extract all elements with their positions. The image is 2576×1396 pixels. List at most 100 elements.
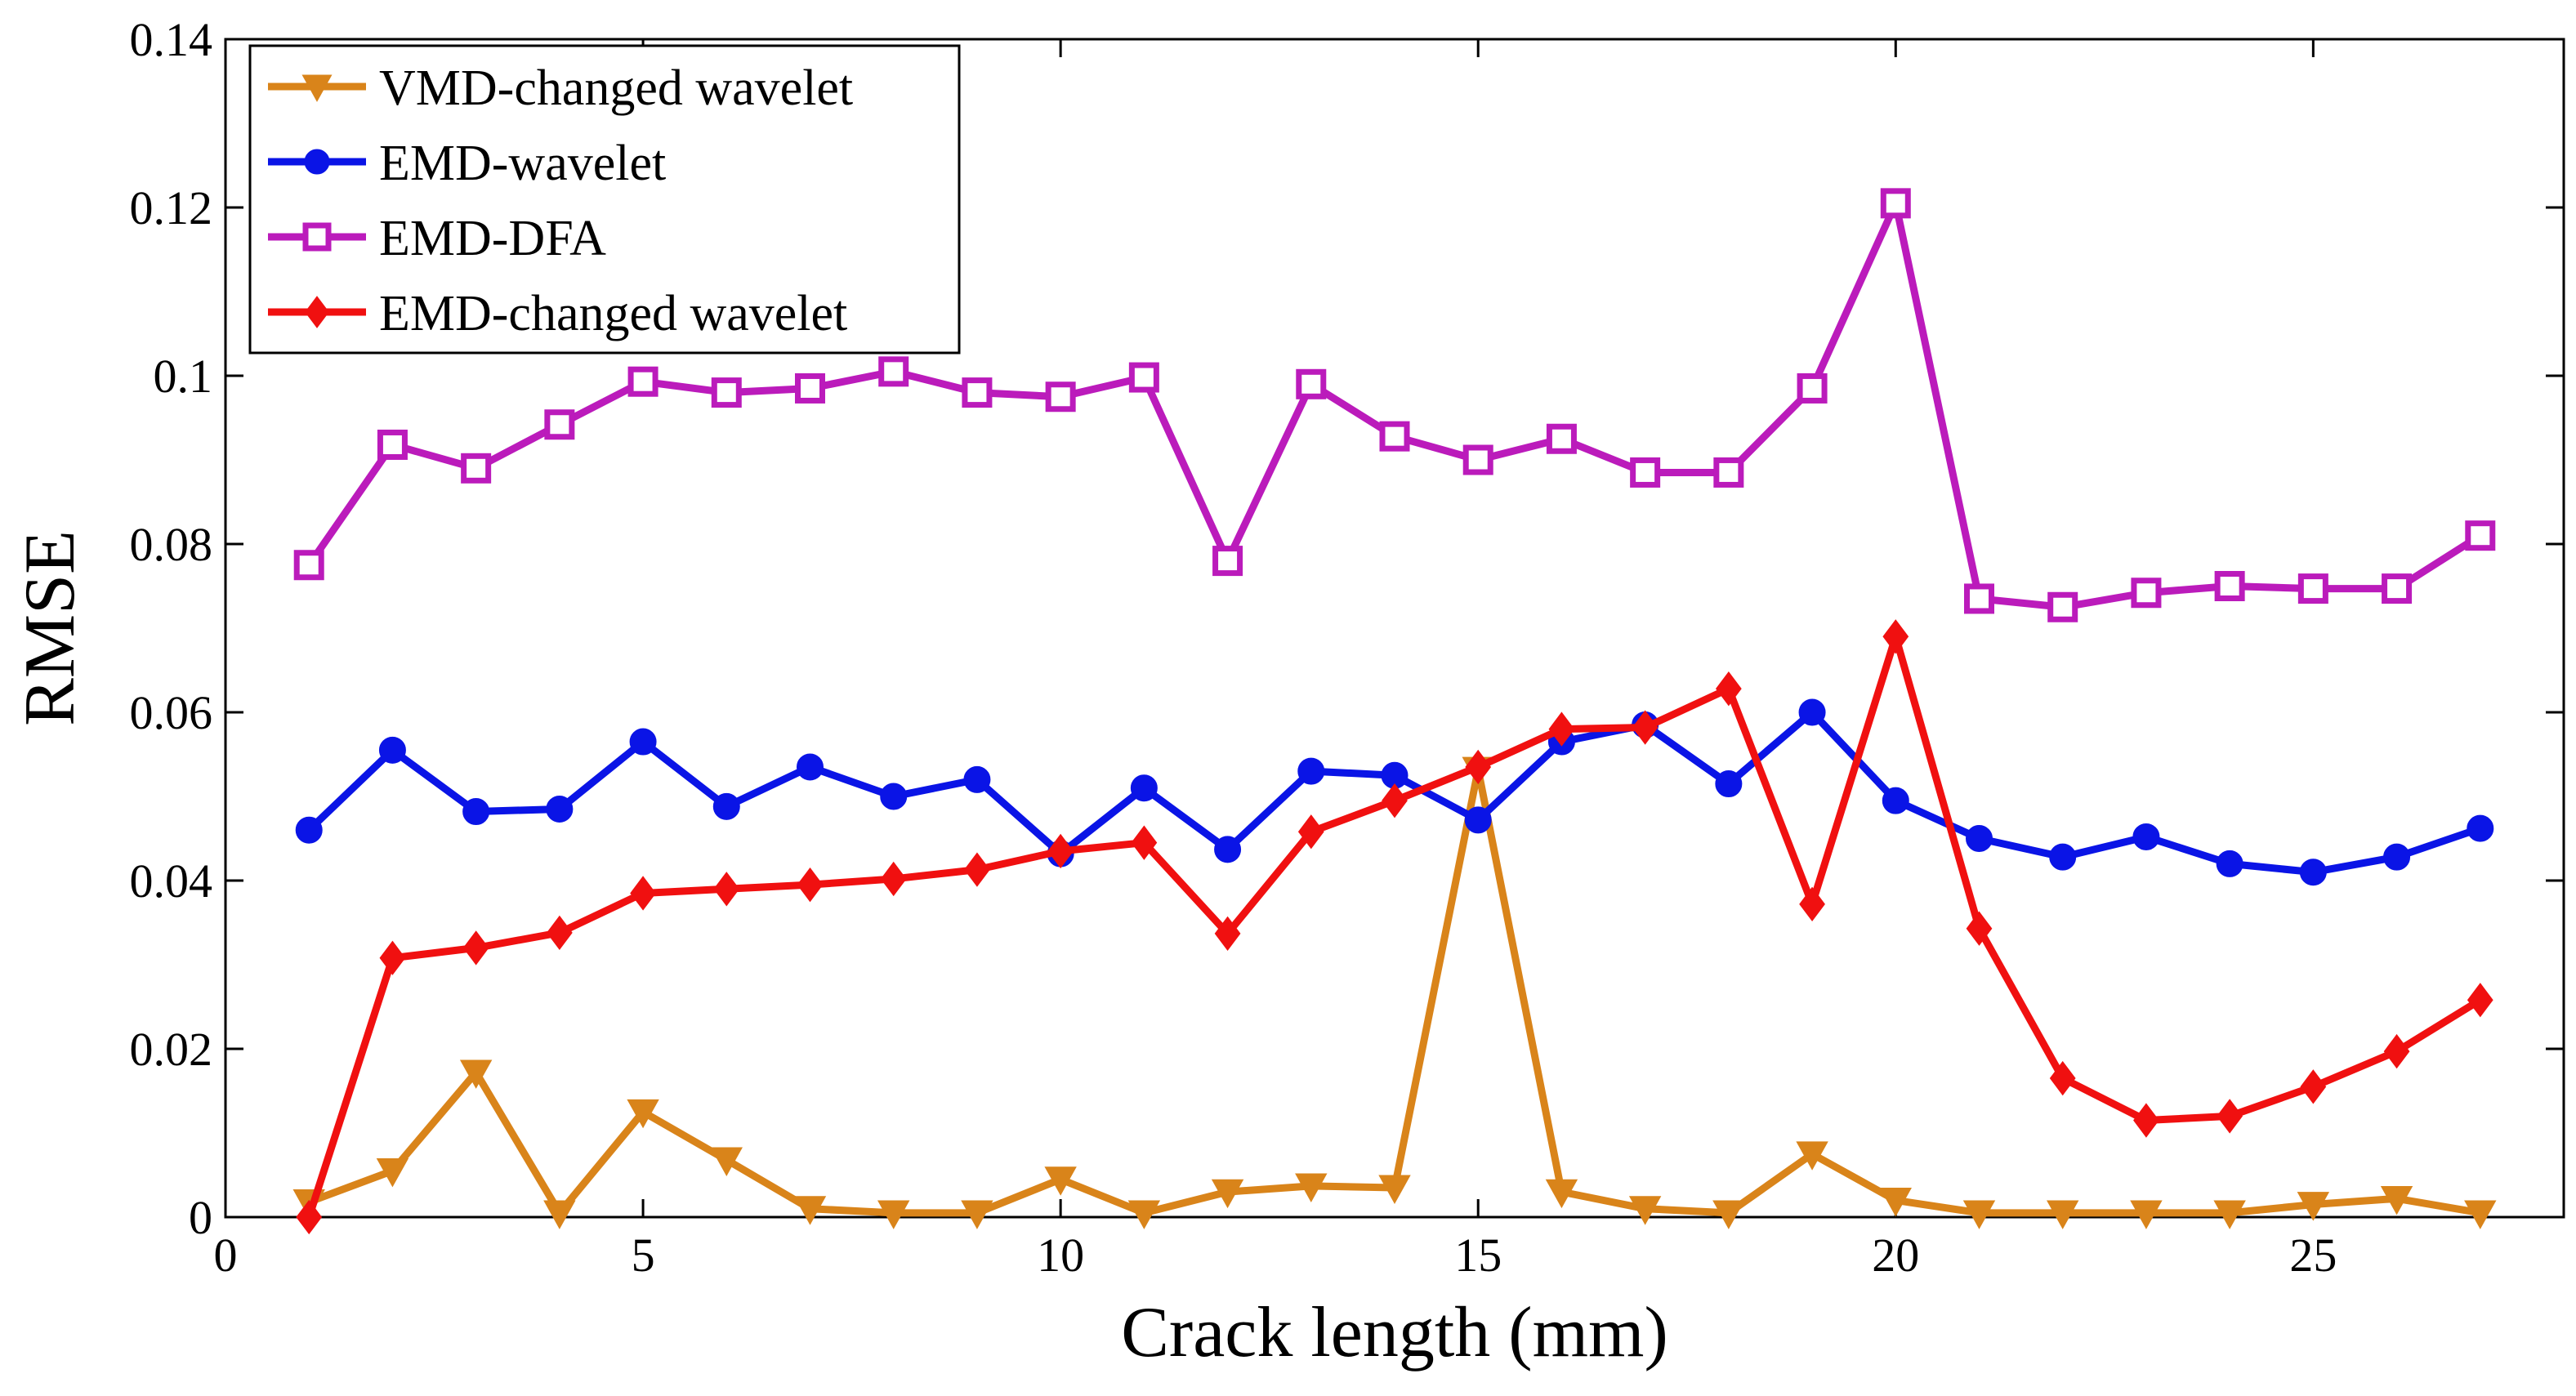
y-tick-label: 0.04 xyxy=(130,854,213,908)
data-point-vmd-changed-wavelet xyxy=(1211,1179,1244,1209)
data-point-emd-changed-wavelet xyxy=(296,1199,323,1235)
data-point-emd-changed-wavelet xyxy=(1465,749,1492,785)
data-point-emd-dfa xyxy=(1045,381,1076,413)
data-point-emd-wavelet xyxy=(797,753,824,781)
series-emd-changed-wavelet xyxy=(296,619,2493,1235)
data-point-emd-changed-wavelet xyxy=(1632,710,1659,745)
data-point-emd-dfa xyxy=(377,429,408,460)
data-point-emd-dfa xyxy=(2131,578,2162,609)
data-point-emd-wavelet xyxy=(963,765,991,793)
data-point-vmd-changed-wavelet xyxy=(627,1099,659,1129)
data-point-vmd-changed-wavelet xyxy=(459,1059,493,1089)
data-point-emd-changed-wavelet xyxy=(2467,983,2493,1018)
y-tick-label: 0.08 xyxy=(130,518,213,571)
data-point-emd-changed-wavelet xyxy=(1548,711,1575,747)
data-point-vmd-changed-wavelet xyxy=(1796,1141,1828,1171)
data-point-emd-dfa xyxy=(1128,362,1159,393)
data-point-emd-wavelet xyxy=(2467,814,2494,842)
data-point-emd-changed-wavelet xyxy=(797,867,824,903)
data-point-emd-changed-wavelet xyxy=(2049,1060,2076,1096)
data-point-emd-dfa xyxy=(962,377,993,408)
data-point-emd-dfa xyxy=(2047,591,2078,622)
data-point-emd-wavelet xyxy=(546,795,574,823)
legend-label-emd-changed-wavelet: EMD-changed wavelet xyxy=(379,286,847,341)
plot-frame xyxy=(224,38,2565,1219)
data-point-vmd-changed-wavelet xyxy=(543,1200,576,1229)
x-tick-label: 10 xyxy=(1037,1229,1084,1282)
legend: VMD-changed wavelet EMD-wavelet EMD-DFA EMD… xyxy=(248,44,961,355)
data-point-vmd-changed-wavelet xyxy=(1879,1188,1912,1217)
data-point-emd-wavelet xyxy=(1464,806,1492,834)
data-point-emd-changed-wavelet xyxy=(1131,825,1158,860)
data-point-emd-changed-wavelet xyxy=(2133,1103,2159,1138)
data-point-emd-changed-wavelet xyxy=(630,876,656,911)
data-point-vmd-changed-wavelet xyxy=(710,1147,743,1177)
data-point-emd-wavelet xyxy=(1297,757,1325,785)
data-point-emd-dfa xyxy=(627,366,659,397)
data-point-vmd-changed-wavelet xyxy=(2464,1200,2497,1229)
series-emd-dfa xyxy=(293,188,2496,622)
data-point-emd-dfa xyxy=(1797,372,1828,404)
data-point-emd-wavelet xyxy=(1882,787,1909,814)
data-point-vmd-changed-wavelet xyxy=(1712,1200,1745,1229)
data-point-emd-changed-wavelet xyxy=(1382,783,1408,818)
data-point-emd-wavelet xyxy=(2299,859,2327,886)
series-emd-wavelet xyxy=(295,698,2494,886)
data-point-vmd-changed-wavelet xyxy=(877,1200,910,1229)
data-point-emd-wavelet xyxy=(1214,836,1242,863)
data-point-emd-wavelet xyxy=(295,816,323,844)
data-point-emd-dfa xyxy=(2465,520,2496,551)
data-point-vmd-changed-wavelet xyxy=(1628,1196,1662,1225)
data-point-emd-wavelet xyxy=(1130,774,1158,802)
x-axis-title: Crack length (mm) xyxy=(1121,1293,1668,1372)
data-point-emd-changed-wavelet xyxy=(2300,1069,2327,1104)
data-point-vmd-changed-wavelet xyxy=(793,1196,827,1225)
data-point-emd-changed-wavelet xyxy=(1214,916,1241,952)
data-point-emd-wavelet xyxy=(378,736,406,764)
data-point-vmd-changed-wavelet xyxy=(2380,1185,2413,1215)
x-tick-label: 0 xyxy=(214,1229,238,1282)
data-point-emd-dfa xyxy=(2297,573,2328,604)
x-tick-label: 15 xyxy=(1454,1229,1502,1282)
data-point-emd-dfa xyxy=(1379,421,1410,452)
data-point-emd-dfa xyxy=(293,550,324,581)
legend-label-emd-dfa: EMD-DFA xyxy=(379,211,606,266)
data-point-emd-changed-wavelet xyxy=(1047,833,1074,869)
series-layer xyxy=(292,188,2497,1235)
legend-marker-emd-changed-wavelet xyxy=(305,296,329,328)
data-point-emd-dfa xyxy=(795,372,825,404)
data-point-emd-changed-wavelet xyxy=(1799,886,1825,922)
data-point-vmd-changed-wavelet xyxy=(1962,1200,1996,1229)
data-point-vmd-changed-wavelet xyxy=(2297,1192,2330,1221)
data-point-emd-wavelet xyxy=(629,728,657,756)
data-point-emd-dfa xyxy=(1212,546,1243,577)
data-point-emd-wavelet xyxy=(1798,698,1826,726)
data-point-emd-changed-wavelet xyxy=(713,872,740,907)
y-tick-label: 0 xyxy=(189,1191,212,1244)
data-point-vmd-changed-wavelet xyxy=(1545,1179,1578,1209)
x-tick-label: 25 xyxy=(2289,1229,2337,1282)
data-point-emd-changed-wavelet xyxy=(1297,814,1324,850)
legend-box xyxy=(248,44,961,355)
legend-label-emd-wavelet: EMD-wavelet xyxy=(379,136,666,191)
data-point-emd-wavelet xyxy=(2383,843,2411,871)
data-point-vmd-changed-wavelet xyxy=(376,1157,409,1188)
legend-label-vmd-changed-wavelet: VMD-changed wavelet xyxy=(379,60,853,116)
data-point-emd-changed-wavelet xyxy=(1715,671,1742,707)
legend-marker-emd-wavelet xyxy=(304,149,330,175)
data-point-emd-dfa xyxy=(1630,457,1661,488)
data-point-emd-wavelet xyxy=(1715,770,1743,798)
data-point-emd-dfa xyxy=(1546,423,1577,454)
data-point-vmd-changed-wavelet xyxy=(1044,1166,1077,1196)
y-tick-label: 0.02 xyxy=(130,1023,213,1076)
legend-marker-vmd-changed-wavelet xyxy=(301,74,333,102)
data-point-emd-wavelet xyxy=(880,783,908,810)
data-point-emd-changed-wavelet xyxy=(2217,1099,2243,1134)
data-point-emd-changed-wavelet xyxy=(379,940,406,975)
y-tick-label: 0.06 xyxy=(130,686,213,739)
data-point-emd-changed-wavelet xyxy=(1966,911,1993,946)
data-point-emd-wavelet xyxy=(1966,825,1993,852)
data-point-emd-dfa xyxy=(1964,583,1994,614)
data-point-emd-dfa xyxy=(1462,444,1493,475)
data-point-vmd-changed-wavelet xyxy=(1378,1175,1411,1205)
